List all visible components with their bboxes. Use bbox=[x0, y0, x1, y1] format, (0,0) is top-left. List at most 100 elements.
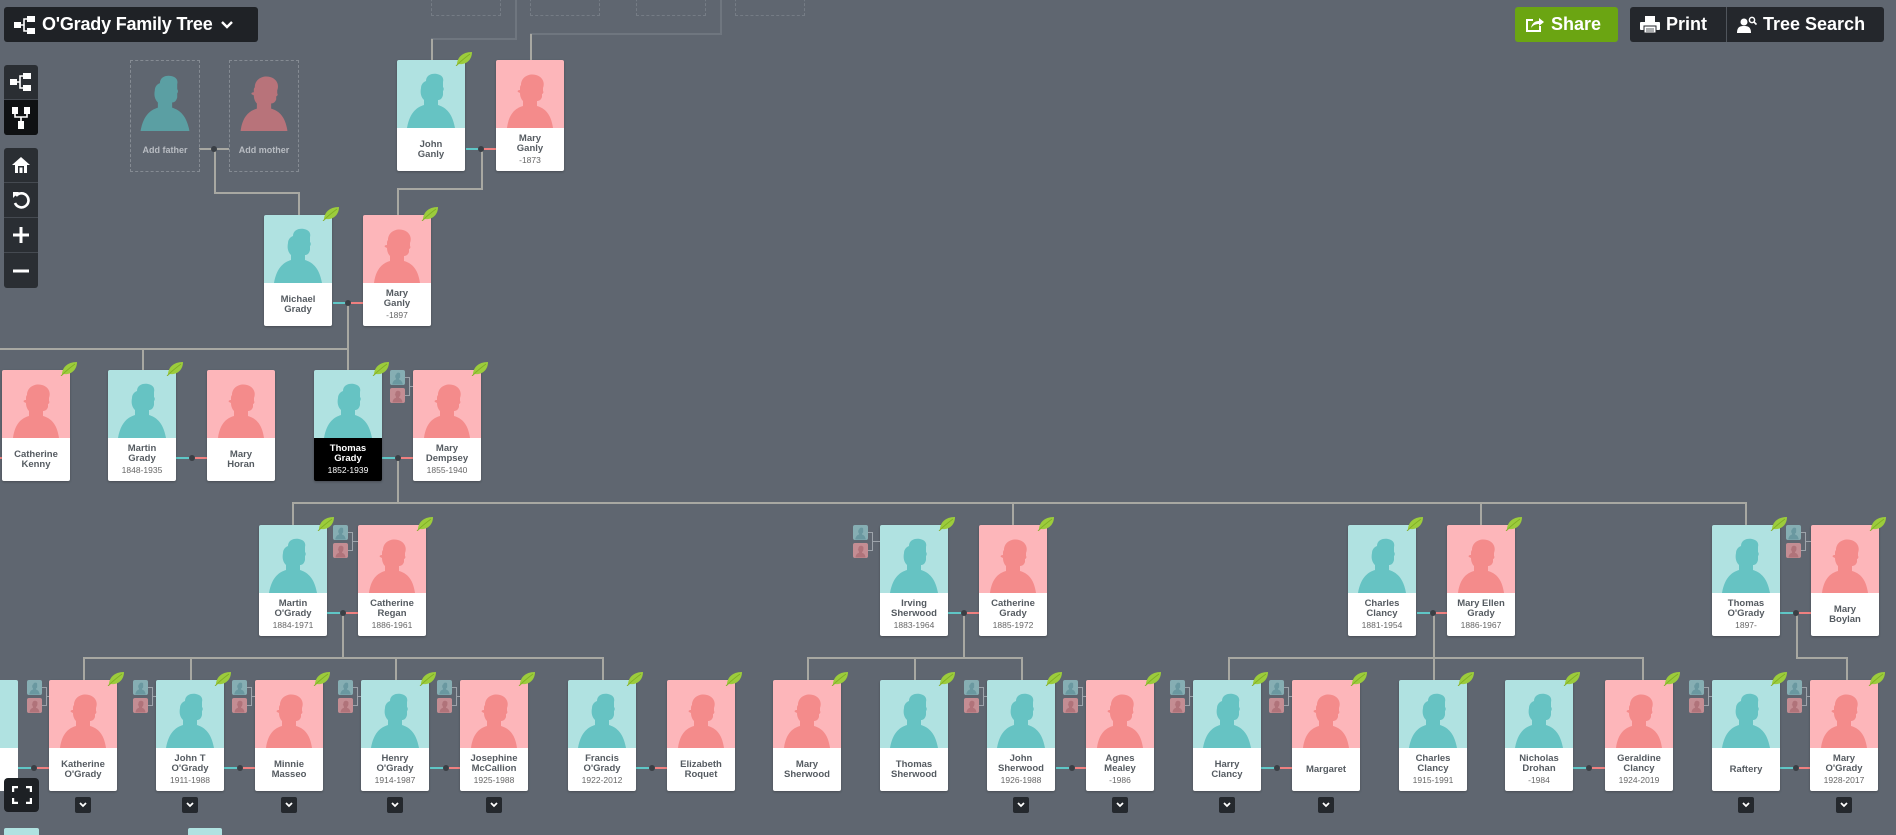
hint-leaf-icon[interactable] bbox=[1563, 671, 1581, 686]
hint-leaf-icon[interactable] bbox=[419, 671, 437, 686]
person-card-john-t-ogrady[interactable]: John T O'Grady 1911-1988 bbox=[156, 680, 224, 791]
person-card-mary-boylan[interactable]: Mary Boylan bbox=[1811, 525, 1879, 636]
expand-descendants-button[interactable] bbox=[1738, 797, 1754, 813]
person-card-catherine-grady[interactable]: Catherine Grady 1885-1972 bbox=[979, 525, 1047, 636]
person-card-francis-ogrady[interactable]: Francis O'Grady 1922-2012 bbox=[568, 680, 636, 791]
hint-leaf-icon[interactable] bbox=[166, 361, 184, 376]
person-card-mary-ogrady[interactable]: Mary O'Grady 1928-2017 bbox=[1810, 680, 1878, 791]
mini-mother-icon[interactable] bbox=[1269, 698, 1284, 713]
mini-father-icon[interactable] bbox=[232, 680, 247, 695]
hint-leaf-icon[interactable] bbox=[1770, 671, 1788, 686]
mini-mother-icon[interactable] bbox=[853, 543, 868, 558]
expand-descendants-button[interactable] bbox=[182, 797, 198, 813]
person-card-partial[interactable] bbox=[188, 828, 222, 835]
hint-leaf-icon[interactable] bbox=[831, 671, 849, 686]
hint-leaf-icon[interactable] bbox=[518, 671, 536, 686]
reset-button[interactable] bbox=[4, 183, 38, 218]
hint-leaf-icon[interactable] bbox=[938, 671, 956, 686]
fullscreen-button[interactable] bbox=[4, 778, 39, 812]
mini-father-icon[interactable] bbox=[1786, 525, 1801, 540]
vertical-view-button[interactable] bbox=[4, 100, 38, 135]
person-card-agnes-mealey[interactable]: Agnes Mealey -1986 bbox=[1086, 680, 1154, 791]
hint-leaf-icon[interactable] bbox=[455, 51, 473, 66]
home-button[interactable] bbox=[4, 148, 38, 183]
hint-leaf-icon[interactable] bbox=[626, 671, 644, 686]
mini-mother-icon[interactable] bbox=[333, 543, 348, 558]
add-father-placeholder[interactable]: Add father bbox=[130, 60, 200, 172]
hint-leaf-icon[interactable] bbox=[725, 671, 743, 686]
person-card-irving-sherwood[interactable]: Irving Sherwood 1883-1964 bbox=[880, 525, 948, 636]
person-card-margaret[interactable]: Margaret bbox=[1292, 680, 1360, 791]
person-card-catherine-regan[interactable]: Catherine Regan 1886-1961 bbox=[358, 525, 426, 636]
expand-descendants-button[interactable] bbox=[1013, 797, 1029, 813]
mini-father-icon[interactable] bbox=[27, 680, 42, 695]
add-mother-placeholder[interactable]: Add mother bbox=[229, 60, 299, 172]
person-card-nicholas-drohan[interactable]: Nicholas Drohan -1984 bbox=[1505, 680, 1573, 791]
mini-mother-icon[interactable] bbox=[338, 698, 353, 713]
expand-descendants-button[interactable] bbox=[486, 797, 502, 813]
hint-leaf-icon[interactable] bbox=[322, 206, 340, 221]
print-button[interactable]: Print bbox=[1630, 7, 1727, 42]
zoom-in-button[interactable] bbox=[4, 218, 38, 253]
hint-leaf-icon[interactable] bbox=[60, 361, 78, 376]
hint-leaf-icon[interactable] bbox=[313, 671, 331, 686]
mini-mother-icon[interactable] bbox=[437, 698, 452, 713]
mini-father-icon[interactable] bbox=[1787, 680, 1802, 695]
person-card-thomas-grady[interactable]: Thomas Grady 1852-1939 bbox=[314, 370, 382, 481]
hint-leaf-icon[interactable] bbox=[1505, 516, 1523, 531]
person-card-charles-clancy-1915[interactable]: Charles Clancy 1915-1991 bbox=[1399, 680, 1467, 791]
mini-mother-icon[interactable] bbox=[1170, 698, 1185, 713]
horizontal-view-button[interactable] bbox=[4, 65, 38, 100]
person-card-mary-dempsey[interactable]: Mary Dempsey 1855-1940 bbox=[413, 370, 481, 481]
mini-father-icon[interactable] bbox=[1269, 680, 1284, 695]
person-card-geraldine-clancy[interactable]: Geraldine Clancy 1924-2019 bbox=[1605, 680, 1673, 791]
hint-leaf-icon[interactable] bbox=[214, 671, 232, 686]
person-card-michael-grady[interactable]: Michael Grady bbox=[264, 215, 332, 326]
tree-search-button[interactable]: Tree Search bbox=[1727, 7, 1884, 42]
person-card-catherine-kenny[interactable]: Catherine Kenny bbox=[2, 370, 70, 481]
person-card-harry-clancy[interactable]: Harry Clancy bbox=[1193, 680, 1261, 791]
mini-father-icon[interactable] bbox=[437, 680, 452, 695]
person-card-mary-ganly-1897[interactable]: Mary Ganly -1897 bbox=[363, 215, 431, 326]
person-card-martin-ogrady[interactable]: Martin O'Grady 1884-1971 bbox=[259, 525, 327, 636]
zoom-out-button[interactable] bbox=[4, 253, 38, 288]
hint-leaf-icon[interactable] bbox=[421, 206, 439, 221]
hint-leaf-icon[interactable] bbox=[372, 361, 390, 376]
expand-descendants-button[interactable] bbox=[1112, 797, 1128, 813]
expand-descendants-button[interactable] bbox=[1836, 797, 1852, 813]
hint-leaf-icon[interactable] bbox=[1406, 516, 1424, 531]
hint-leaf-icon[interactable] bbox=[1350, 671, 1368, 686]
person-card-partial[interactable] bbox=[0, 680, 18, 748]
person-card-martin-grady[interactable]: Martin Grady 1848-1935 bbox=[108, 370, 176, 481]
person-card-mary-ganly-1873[interactable]: Mary Ganly -1873 bbox=[496, 60, 564, 171]
mini-father-icon[interactable] bbox=[1063, 680, 1078, 695]
hint-leaf-icon[interactable] bbox=[1144, 671, 1162, 686]
tree-selector-dropdown[interactable]: O'Grady Family Tree bbox=[4, 7, 258, 42]
mini-mother-icon[interactable] bbox=[27, 698, 42, 713]
mini-mother-icon[interactable] bbox=[1786, 543, 1801, 558]
mini-mother-icon[interactable] bbox=[232, 698, 247, 713]
person-card-elizabeth-roquet[interactable]: Elizabeth Roquet bbox=[667, 680, 735, 791]
mini-father-icon[interactable] bbox=[390, 370, 405, 385]
expand-descendants-button[interactable] bbox=[281, 797, 297, 813]
mini-mother-icon[interactable] bbox=[1689, 698, 1704, 713]
hint-leaf-icon[interactable] bbox=[1457, 671, 1475, 686]
hint-leaf-icon[interactable] bbox=[1045, 671, 1063, 686]
person-card-josephine-mccallion[interactable]: Josephine McCallion 1925-1988 bbox=[460, 680, 528, 791]
person-card-partial[interactable] bbox=[4, 828, 39, 835]
person-card-mary-sherwood[interactable]: Mary Sherwood bbox=[773, 680, 841, 791]
person-card-henry-ogrady[interactable]: Henry O'Grady 1914-1987 bbox=[361, 680, 429, 791]
mini-mother-icon[interactable] bbox=[390, 388, 405, 403]
expand-descendants-button[interactable] bbox=[1318, 797, 1334, 813]
mini-father-icon[interactable] bbox=[853, 525, 868, 540]
hint-leaf-icon[interactable] bbox=[471, 361, 489, 376]
mini-mother-icon[interactable] bbox=[964, 698, 979, 713]
expand-descendants-button[interactable] bbox=[1219, 797, 1235, 813]
hint-leaf-icon[interactable] bbox=[416, 516, 434, 531]
mini-father-icon[interactable] bbox=[1170, 680, 1185, 695]
mini-mother-icon[interactable] bbox=[133, 698, 148, 713]
mini-father-icon[interactable] bbox=[964, 680, 979, 695]
person-card-thomas-sherwood[interactable]: Thomas Sherwood bbox=[880, 680, 948, 791]
person-card-raftery[interactable]: Raftery bbox=[1712, 680, 1780, 791]
mini-mother-icon[interactable] bbox=[1787, 698, 1802, 713]
